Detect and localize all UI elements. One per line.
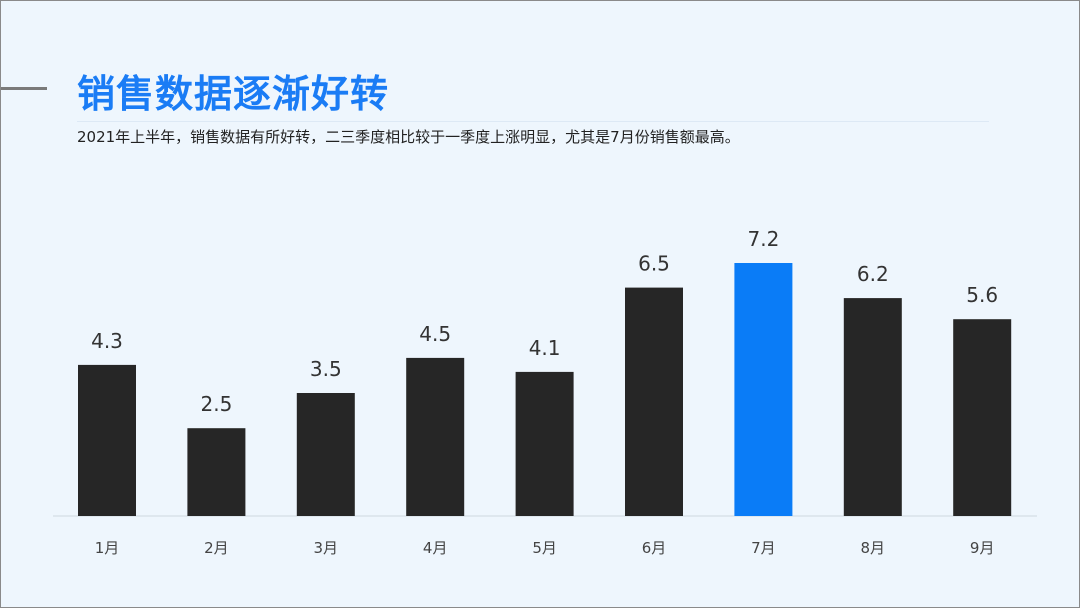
category-label-8: 8月 xyxy=(861,539,886,557)
data-label-2: 2.5 xyxy=(200,392,232,416)
bar-4 xyxy=(406,357,465,516)
category-label-5: 5月 xyxy=(532,539,557,557)
accent-line xyxy=(1,87,47,90)
category-label-7: 7月 xyxy=(751,539,776,557)
data-label-9: 5.6 xyxy=(966,283,998,307)
data-label-5: 4.1 xyxy=(529,336,561,360)
bar-5 xyxy=(515,371,574,516)
bar-3 xyxy=(296,393,355,516)
header-divider xyxy=(77,121,989,122)
data-label-6: 6.5 xyxy=(638,252,670,276)
data-label-7: 7.2 xyxy=(747,227,779,251)
page-title: 销售数据逐渐好转 xyxy=(77,72,390,116)
bar-9 xyxy=(953,319,1012,516)
category-label-1: 1月 xyxy=(95,539,120,557)
category-label-9: 9月 xyxy=(970,539,995,557)
data-label-3: 3.5 xyxy=(310,357,342,381)
bar-8 xyxy=(843,298,902,516)
category-label-6: 6月 xyxy=(642,539,667,557)
category-label-3: 3月 xyxy=(314,539,339,557)
category-label-4: 4月 xyxy=(423,539,448,557)
data-label-1: 4.3 xyxy=(91,329,123,353)
data-label-4: 4.5 xyxy=(419,322,451,346)
bar-2 xyxy=(187,428,246,516)
category-label-2: 2月 xyxy=(204,539,229,557)
data-label-8: 6.2 xyxy=(857,262,889,286)
bar-6 xyxy=(625,287,683,516)
bar-7 xyxy=(734,263,793,516)
page-subtitle: 2021年上半年，销售数据有所好转，二三季度相比较于一季度上涨明显，尤其是7月份… xyxy=(77,128,740,146)
bar-1 xyxy=(78,364,136,516)
